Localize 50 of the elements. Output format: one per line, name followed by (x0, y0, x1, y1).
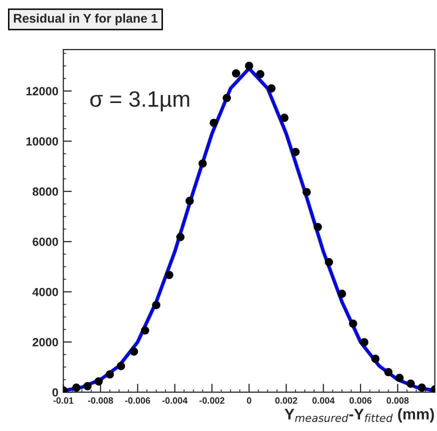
chart-title: Residual in Y for plane 1 (14, 14, 158, 26)
x-tick-label: 0.006 (350, 397, 372, 404)
point (384, 368, 393, 376)
y-tick-label: 8000 (32, 187, 58, 196)
x-tick-label: 0.008 (386, 397, 409, 404)
point (324, 258, 334, 266)
point (360, 338, 368, 346)
point (232, 69, 240, 78)
point (338, 290, 346, 298)
point (116, 362, 126, 370)
y-tick-label: 4000 (32, 288, 58, 296)
point (267, 84, 276, 93)
x-tick-label: -0.006 (125, 397, 150, 404)
annotation: σ = 3.1µm (90, 91, 190, 112)
point (83, 382, 92, 390)
x-tick-label: -0.002 (200, 397, 224, 404)
point (244, 62, 254, 70)
point (152, 300, 160, 310)
x-tick-label: -0.004 (162, 397, 188, 404)
x-tick-label: 0.004 (312, 397, 335, 404)
y-tick-label: 2000 (32, 338, 58, 346)
point (198, 159, 207, 168)
point (210, 118, 218, 128)
x-tick-label: -0.01 (53, 397, 74, 404)
x-tick-label: 0 (246, 397, 252, 404)
point (106, 370, 114, 379)
y-tick-label: 10000 (26, 137, 58, 146)
x-tick-label: -0.008 (88, 397, 114, 404)
point (406, 380, 415, 388)
point (256, 70, 264, 78)
point (165, 270, 174, 280)
point (371, 354, 380, 363)
point (94, 377, 103, 386)
point (222, 94, 231, 102)
y-tick-label: 6000 (32, 238, 58, 246)
y-tick-label: 12000 (26, 87, 58, 96)
point (302, 188, 311, 196)
point (176, 232, 185, 242)
point (130, 347, 138, 356)
point (314, 222, 322, 232)
point (418, 384, 426, 392)
x-tick-label: 0.002 (275, 397, 298, 404)
point (395, 374, 404, 382)
x-axis-title: Y$_{measured}$-Y$_{fitted}$ (mm) (284, 408, 434, 423)
point (140, 326, 150, 335)
point (280, 114, 289, 122)
point (291, 148, 300, 156)
point (72, 384, 81, 392)
point (348, 320, 358, 328)
y-tick-label: 0 (52, 388, 58, 397)
